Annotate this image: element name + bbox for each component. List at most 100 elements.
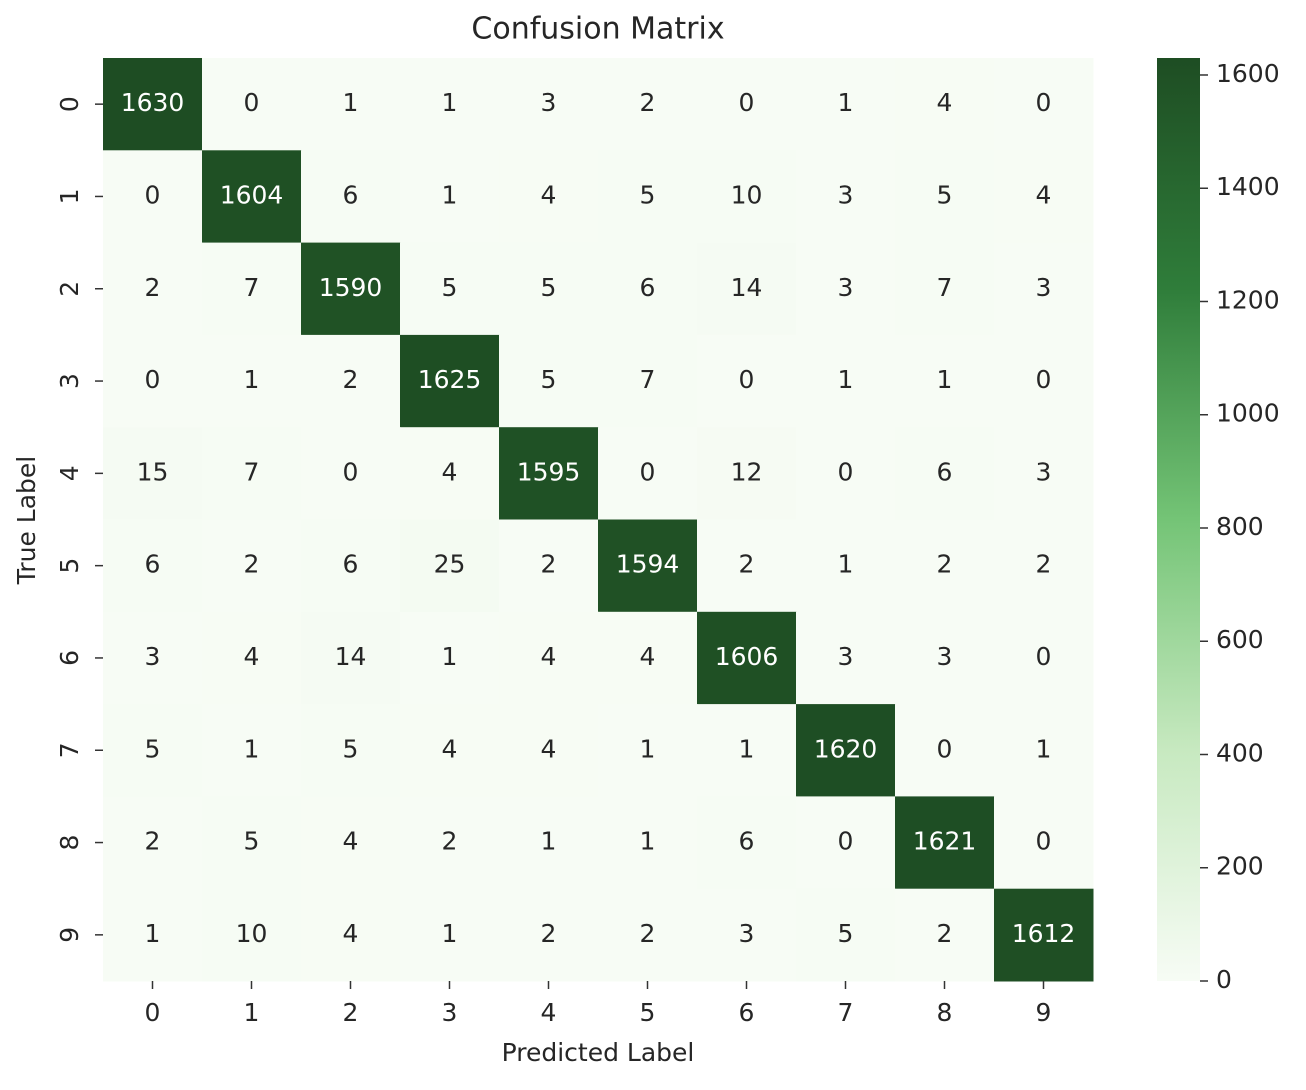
cell-label: 2 bbox=[1036, 550, 1052, 579]
cell-label: 0 bbox=[1036, 365, 1052, 394]
cell-label: 6 bbox=[145, 550, 161, 579]
cell-label: 1 bbox=[1036, 734, 1052, 763]
colorbar-tick-label: 400 bbox=[1216, 738, 1264, 767]
cell-label: 4 bbox=[541, 734, 557, 763]
cell bbox=[202, 334, 302, 428]
colorbar-tick-label: 200 bbox=[1216, 852, 1264, 881]
cell bbox=[598, 611, 698, 705]
cell bbox=[697, 888, 797, 982]
cell-label: 3 bbox=[838, 273, 854, 302]
cell-label: 1595 bbox=[517, 457, 581, 486]
cell bbox=[796, 334, 896, 428]
cell-label: 4 bbox=[442, 457, 458, 486]
cell-label: 2 bbox=[739, 550, 755, 579]
cell bbox=[994, 888, 1094, 982]
cell bbox=[103, 427, 203, 520]
cell-label: 14 bbox=[335, 642, 367, 671]
cell-label: 5 bbox=[640, 180, 656, 209]
cell bbox=[499, 796, 599, 890]
cell-label: 1 bbox=[442, 88, 458, 117]
cell-label: 3 bbox=[838, 642, 854, 671]
cell-label: 1 bbox=[442, 180, 458, 209]
cell bbox=[598, 888, 698, 982]
cell bbox=[994, 519, 1094, 613]
cell-label: 5 bbox=[145, 734, 161, 763]
cell bbox=[796, 519, 896, 613]
cell bbox=[103, 704, 203, 797]
cell-label: 6 bbox=[343, 550, 359, 579]
cell-label: 15 bbox=[137, 457, 169, 486]
y-axis-label: True Label bbox=[12, 456, 41, 586]
cell bbox=[400, 334, 500, 428]
cell bbox=[499, 519, 599, 613]
cell-label: 0 bbox=[937, 734, 953, 763]
cell-label: 10 bbox=[731, 180, 763, 209]
cell-label: 1 bbox=[343, 88, 359, 117]
cell bbox=[499, 58, 599, 151]
cell bbox=[895, 58, 995, 151]
cell bbox=[103, 796, 203, 890]
cell-label: 5 bbox=[244, 827, 260, 856]
cell bbox=[301, 150, 401, 244]
cell bbox=[994, 427, 1094, 520]
x-axis-label: Predicted Label bbox=[502, 1038, 695, 1067]
y-tick-label: 7 bbox=[55, 742, 84, 758]
cell bbox=[202, 58, 302, 151]
cell-label: 1 bbox=[442, 919, 458, 948]
cell bbox=[895, 611, 995, 705]
cell bbox=[598, 334, 698, 428]
cell bbox=[895, 519, 995, 613]
cell bbox=[202, 150, 302, 244]
cell-label: 0 bbox=[1036, 827, 1052, 856]
cell-label: 2 bbox=[442, 827, 458, 856]
cell bbox=[895, 150, 995, 244]
x-tick-label: 9 bbox=[1036, 998, 1052, 1027]
cell-label: 1604 bbox=[220, 180, 284, 209]
cell bbox=[103, 58, 203, 151]
cell-label: 2 bbox=[640, 919, 656, 948]
cell-label: 6 bbox=[640, 273, 656, 302]
cell bbox=[202, 888, 302, 982]
cell-label: 4 bbox=[244, 642, 260, 671]
cell bbox=[796, 704, 896, 797]
cell-label: 4 bbox=[937, 88, 953, 117]
cell bbox=[598, 242, 698, 336]
cell-label: 1 bbox=[838, 88, 854, 117]
colorbar-tick-label: 1200 bbox=[1216, 285, 1280, 314]
cell-label: 4 bbox=[343, 827, 359, 856]
cell-label: 1 bbox=[838, 550, 854, 579]
cell-label: 0 bbox=[1036, 642, 1052, 671]
cell-label: 1630 bbox=[121, 88, 185, 117]
y-tick-label: 4 bbox=[55, 465, 84, 481]
cell bbox=[895, 704, 995, 797]
cell bbox=[796, 796, 896, 890]
cell-label: 1625 bbox=[418, 365, 482, 394]
cell bbox=[400, 611, 500, 705]
cell-label: 4 bbox=[541, 180, 557, 209]
cell bbox=[499, 334, 599, 428]
colorbar bbox=[1157, 58, 1200, 981]
cell-label: 1 bbox=[244, 365, 260, 394]
cell-label: 1 bbox=[739, 734, 755, 763]
cell bbox=[202, 519, 302, 613]
cell bbox=[400, 58, 500, 151]
cell-label: 3 bbox=[145, 642, 161, 671]
cell-label: 7 bbox=[244, 273, 260, 302]
cell-label: 1 bbox=[937, 365, 953, 394]
cell-label: 5 bbox=[937, 180, 953, 209]
y-tick-label: 3 bbox=[55, 373, 84, 389]
y-tick-label: 8 bbox=[55, 835, 84, 851]
cell bbox=[697, 150, 797, 244]
cell-label: 25 bbox=[434, 550, 466, 579]
cell-label: 1606 bbox=[715, 642, 779, 671]
cell bbox=[103, 611, 203, 705]
cell-label: 2 bbox=[937, 919, 953, 948]
cell-label: 5 bbox=[541, 365, 557, 394]
x-tick-label: 6 bbox=[739, 998, 755, 1027]
cell-label: 0 bbox=[640, 457, 656, 486]
cell bbox=[400, 242, 500, 336]
y-tick-label: 0 bbox=[55, 96, 84, 112]
cell-label: 2 bbox=[244, 550, 260, 579]
cell-label: 3 bbox=[541, 88, 557, 117]
cell-label: 3 bbox=[838, 180, 854, 209]
